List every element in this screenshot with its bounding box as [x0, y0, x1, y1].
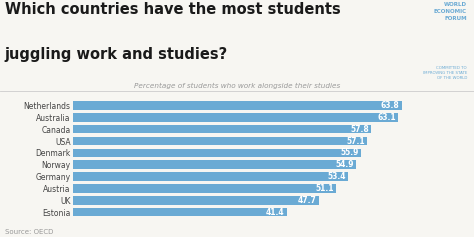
- Text: 54.9: 54.9: [336, 160, 354, 169]
- Bar: [73, 125, 371, 133]
- Text: 57.1: 57.1: [346, 137, 365, 146]
- Bar: [73, 184, 337, 193]
- Text: 53.4: 53.4: [328, 172, 346, 181]
- Bar: [73, 208, 286, 216]
- Bar: [73, 149, 361, 157]
- Text: 41.4: 41.4: [266, 208, 284, 217]
- Text: 63.8: 63.8: [381, 101, 400, 110]
- Text: 47.7: 47.7: [298, 196, 317, 205]
- Text: 57.8: 57.8: [350, 125, 369, 134]
- Bar: [73, 160, 356, 169]
- Bar: [73, 172, 348, 181]
- Text: Source: OECD: Source: OECD: [5, 229, 53, 235]
- Text: Percentage of students who work alongside their studies: Percentage of students who work alongsid…: [134, 83, 340, 89]
- Text: 63.1: 63.1: [377, 113, 396, 122]
- Text: WORLD
ECONOMIC
FORUM: WORLD ECONOMIC FORUM: [434, 2, 467, 21]
- Bar: [73, 196, 319, 205]
- Bar: [73, 113, 398, 122]
- Text: juggling work and studies?: juggling work and studies?: [5, 47, 228, 62]
- Text: 51.1: 51.1: [316, 184, 334, 193]
- Text: COMMITTED TO
IMPROVING THE STATE
OF THE WORLD: COMMITTED TO IMPROVING THE STATE OF THE …: [422, 66, 467, 80]
- Bar: [73, 101, 402, 110]
- Text: Which countries have the most students: Which countries have the most students: [5, 2, 340, 17]
- Bar: [73, 137, 367, 145]
- Text: 55.9: 55.9: [341, 148, 359, 157]
